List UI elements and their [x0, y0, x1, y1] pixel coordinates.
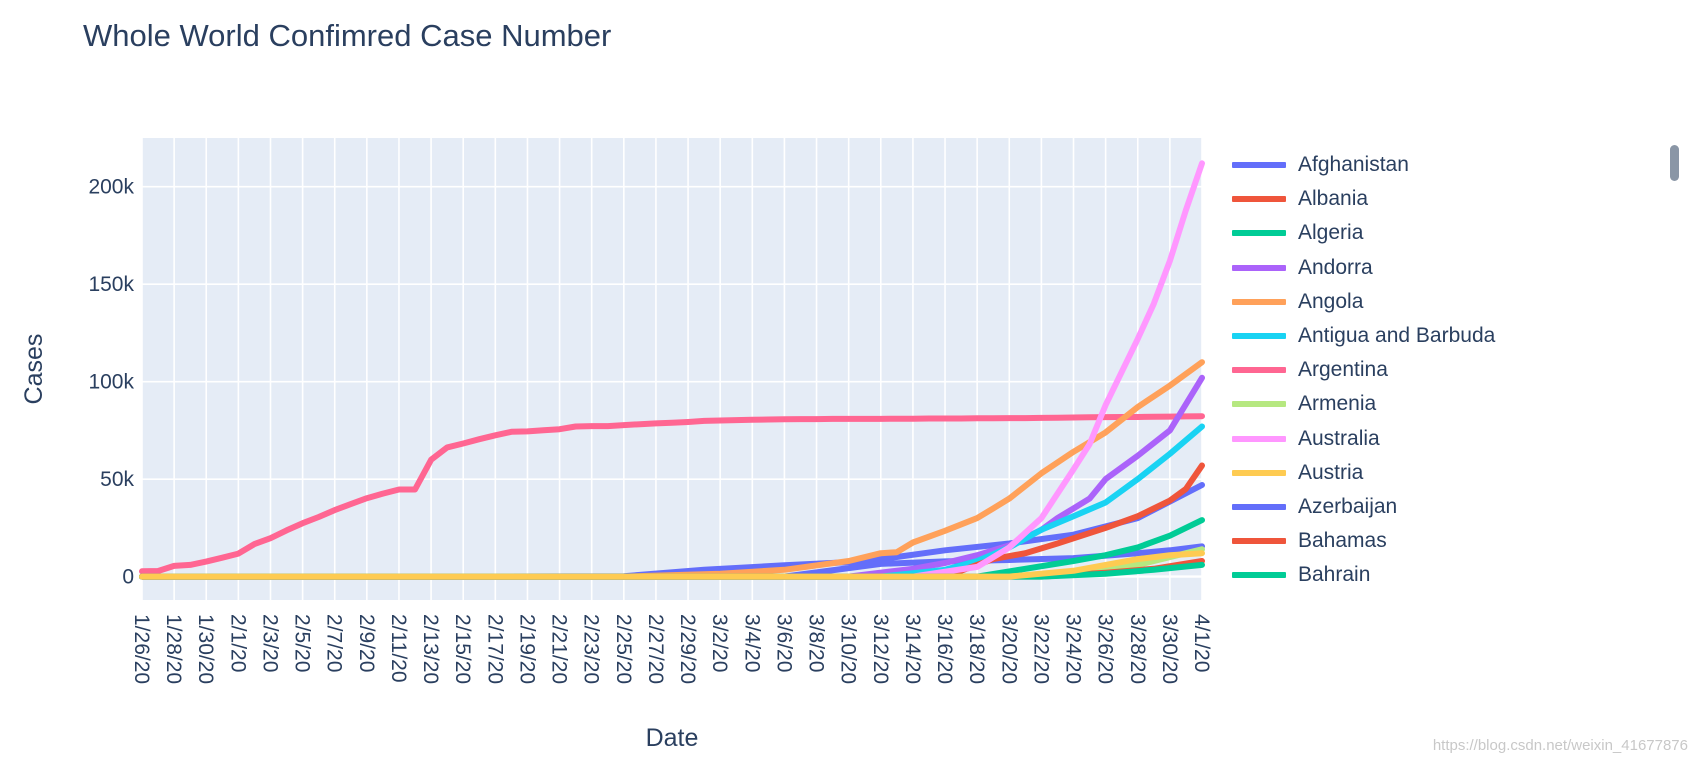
x-tick-label: 3/14/20 [901, 614, 924, 684]
x-tick-label: 3/24/20 [1062, 614, 1085, 684]
x-tick-label: 3/28/20 [1126, 614, 1149, 684]
y-tick-label: 100k [88, 371, 134, 394]
series-line-afghanistan[interactable] [139, 543, 1205, 580]
x-tick-label: 3/4/20 [740, 614, 763, 672]
x-tick-label: 1/26/20 [130, 614, 153, 684]
x-tick-label: 2/11/20 [387, 614, 410, 683]
legend-item-afghanistan[interactable]: Afghanistan [1228, 148, 1568, 182]
x-tick-label: 3/16/20 [933, 614, 956, 684]
legend-label: Austria [1298, 460, 1364, 484]
x-tick-label: 2/13/20 [419, 614, 442, 684]
legend-swatch [1232, 298, 1286, 305]
legend-swatch [1232, 230, 1286, 237]
legend-label: Andorra [1298, 255, 1373, 279]
x-tick-label: 2/17/20 [483, 614, 506, 684]
legend-swatch [1232, 196, 1286, 203]
legend-swatch [1232, 264, 1286, 271]
x-tick-label: 3/8/20 [805, 614, 828, 672]
y-tick-label: 50k [100, 468, 134, 491]
x-tick-label: 2/21/20 [548, 614, 571, 684]
x-tick-label: 3/10/20 [837, 614, 860, 684]
chart-title: Whole World Confimred Case Number [83, 18, 612, 53]
legend-label: Bahrain [1298, 563, 1371, 587]
watermark: https://blog.csdn.net/weixin_41677876 [1432, 737, 1688, 754]
x-tick-label: 4/1/20 [1190, 614, 1213, 672]
legend-swatch [1232, 401, 1286, 408]
x-tick-label: 2/19/20 [515, 614, 538, 684]
legend-item-bahrain[interactable]: Bahrain [1228, 558, 1568, 592]
x-tick-label: 2/3/20 [258, 614, 281, 672]
legend-item-algeria[interactable]: Algeria [1228, 216, 1568, 250]
legend-item-argentina[interactable]: Argentina [1228, 353, 1568, 387]
series-line-angola[interactable] [139, 359, 1205, 580]
y-axis-ticks: 0 50k 100k 150k 200k [88, 176, 134, 589]
legend-label: Albania [1298, 187, 1369, 211]
legend-label: Bahamas [1298, 529, 1387, 553]
legend-item-andorra[interactable]: Andorra [1228, 251, 1568, 285]
x-tick-label: 3/6/20 [772, 614, 795, 672]
x-tick-label: 3/30/20 [1158, 614, 1181, 684]
y-tick-label: 200k [88, 176, 134, 199]
legend-swatch [1232, 503, 1286, 510]
x-tick-label: 2/23/20 [580, 614, 603, 684]
plot-area [142, 138, 1202, 600]
legend: Afghanistan Albania Algeria Andorra Angola An… [1228, 148, 1568, 600]
legend-label: Azerbaijan [1298, 494, 1398, 518]
legend-item-bahamas[interactable]: Bahamas [1228, 524, 1568, 558]
legend-swatch [1232, 333, 1286, 340]
legend-item-albania[interactable]: Albania [1228, 182, 1568, 216]
legend-item-armenia[interactable]: Armenia [1228, 387, 1568, 421]
x-tick-label: 3/18/20 [965, 614, 988, 684]
x-tick-label: 1/30/20 [194, 614, 217, 684]
legend-item-australia[interactable]: Australia [1228, 422, 1568, 456]
series-line-austria[interactable] [139, 550, 1205, 580]
legend-swatch [1232, 162, 1286, 169]
x-tick-label: 2/29/20 [676, 614, 699, 684]
x-tick-label: 2/27/20 [644, 614, 667, 684]
x-tick-label: 3/26/20 [1094, 614, 1117, 684]
legend-swatch [1232, 435, 1286, 442]
legend-item-austria[interactable]: Austria [1228, 456, 1568, 490]
legend-label: Australia [1298, 426, 1380, 450]
x-tick-label: 3/22/20 [1029, 614, 1052, 684]
x-tick-label: 3/20/20 [997, 614, 1020, 684]
legend-label: Afghanistan [1298, 153, 1409, 177]
legend-scrollbar[interactable] [1670, 145, 1679, 181]
x-axis-title: Date [646, 724, 699, 752]
legend-label: Angola [1298, 289, 1364, 313]
x-tick-label: 1/28/20 [162, 614, 185, 684]
series-line-australia[interactable] [139, 160, 1205, 580]
y-axis-title: Cases [20, 334, 48, 405]
legend-item-antigua-and-barbuda[interactable]: Antigua and Barbuda [1228, 319, 1568, 353]
legend-label: Armenia [1298, 392, 1377, 416]
y-tick-label: 150k [88, 273, 134, 296]
x-tick-label: 2/15/20 [451, 614, 474, 684]
legend-label: Argentina [1298, 358, 1388, 382]
x-tick-label: 2/9/20 [355, 614, 378, 672]
legend-swatch [1232, 572, 1286, 579]
series-line-argentina[interactable] [139, 413, 1205, 575]
legend-item-azerbaijan[interactable]: Azerbaijan [1228, 490, 1568, 524]
legend-label: Antigua and Barbuda [1298, 324, 1496, 348]
x-tick-label: 2/25/20 [612, 614, 635, 684]
legend-item-angola[interactable]: Angola [1228, 285, 1568, 319]
legend-label: Algeria [1298, 221, 1364, 245]
x-tick-label: 2/5/20 [291, 614, 314, 672]
x-tick-label: 3/2/20 [708, 614, 731, 672]
x-tick-label: 2/1/20 [226, 614, 249, 672]
x-tick-label: 3/12/20 [869, 614, 892, 684]
series-layer [139, 160, 1205, 580]
legend-swatch [1232, 367, 1286, 374]
y-tick-label: 0 [122, 566, 134, 589]
legend-swatch [1232, 538, 1286, 545]
legend-swatch [1232, 469, 1286, 476]
x-axis-ticks: 1/26/20 1/28/20 1/30/20 2/1/20 2/3/20 2/5/20 2… [130, 614, 1213, 684]
x-tick-label: 2/7/20 [323, 614, 346, 672]
